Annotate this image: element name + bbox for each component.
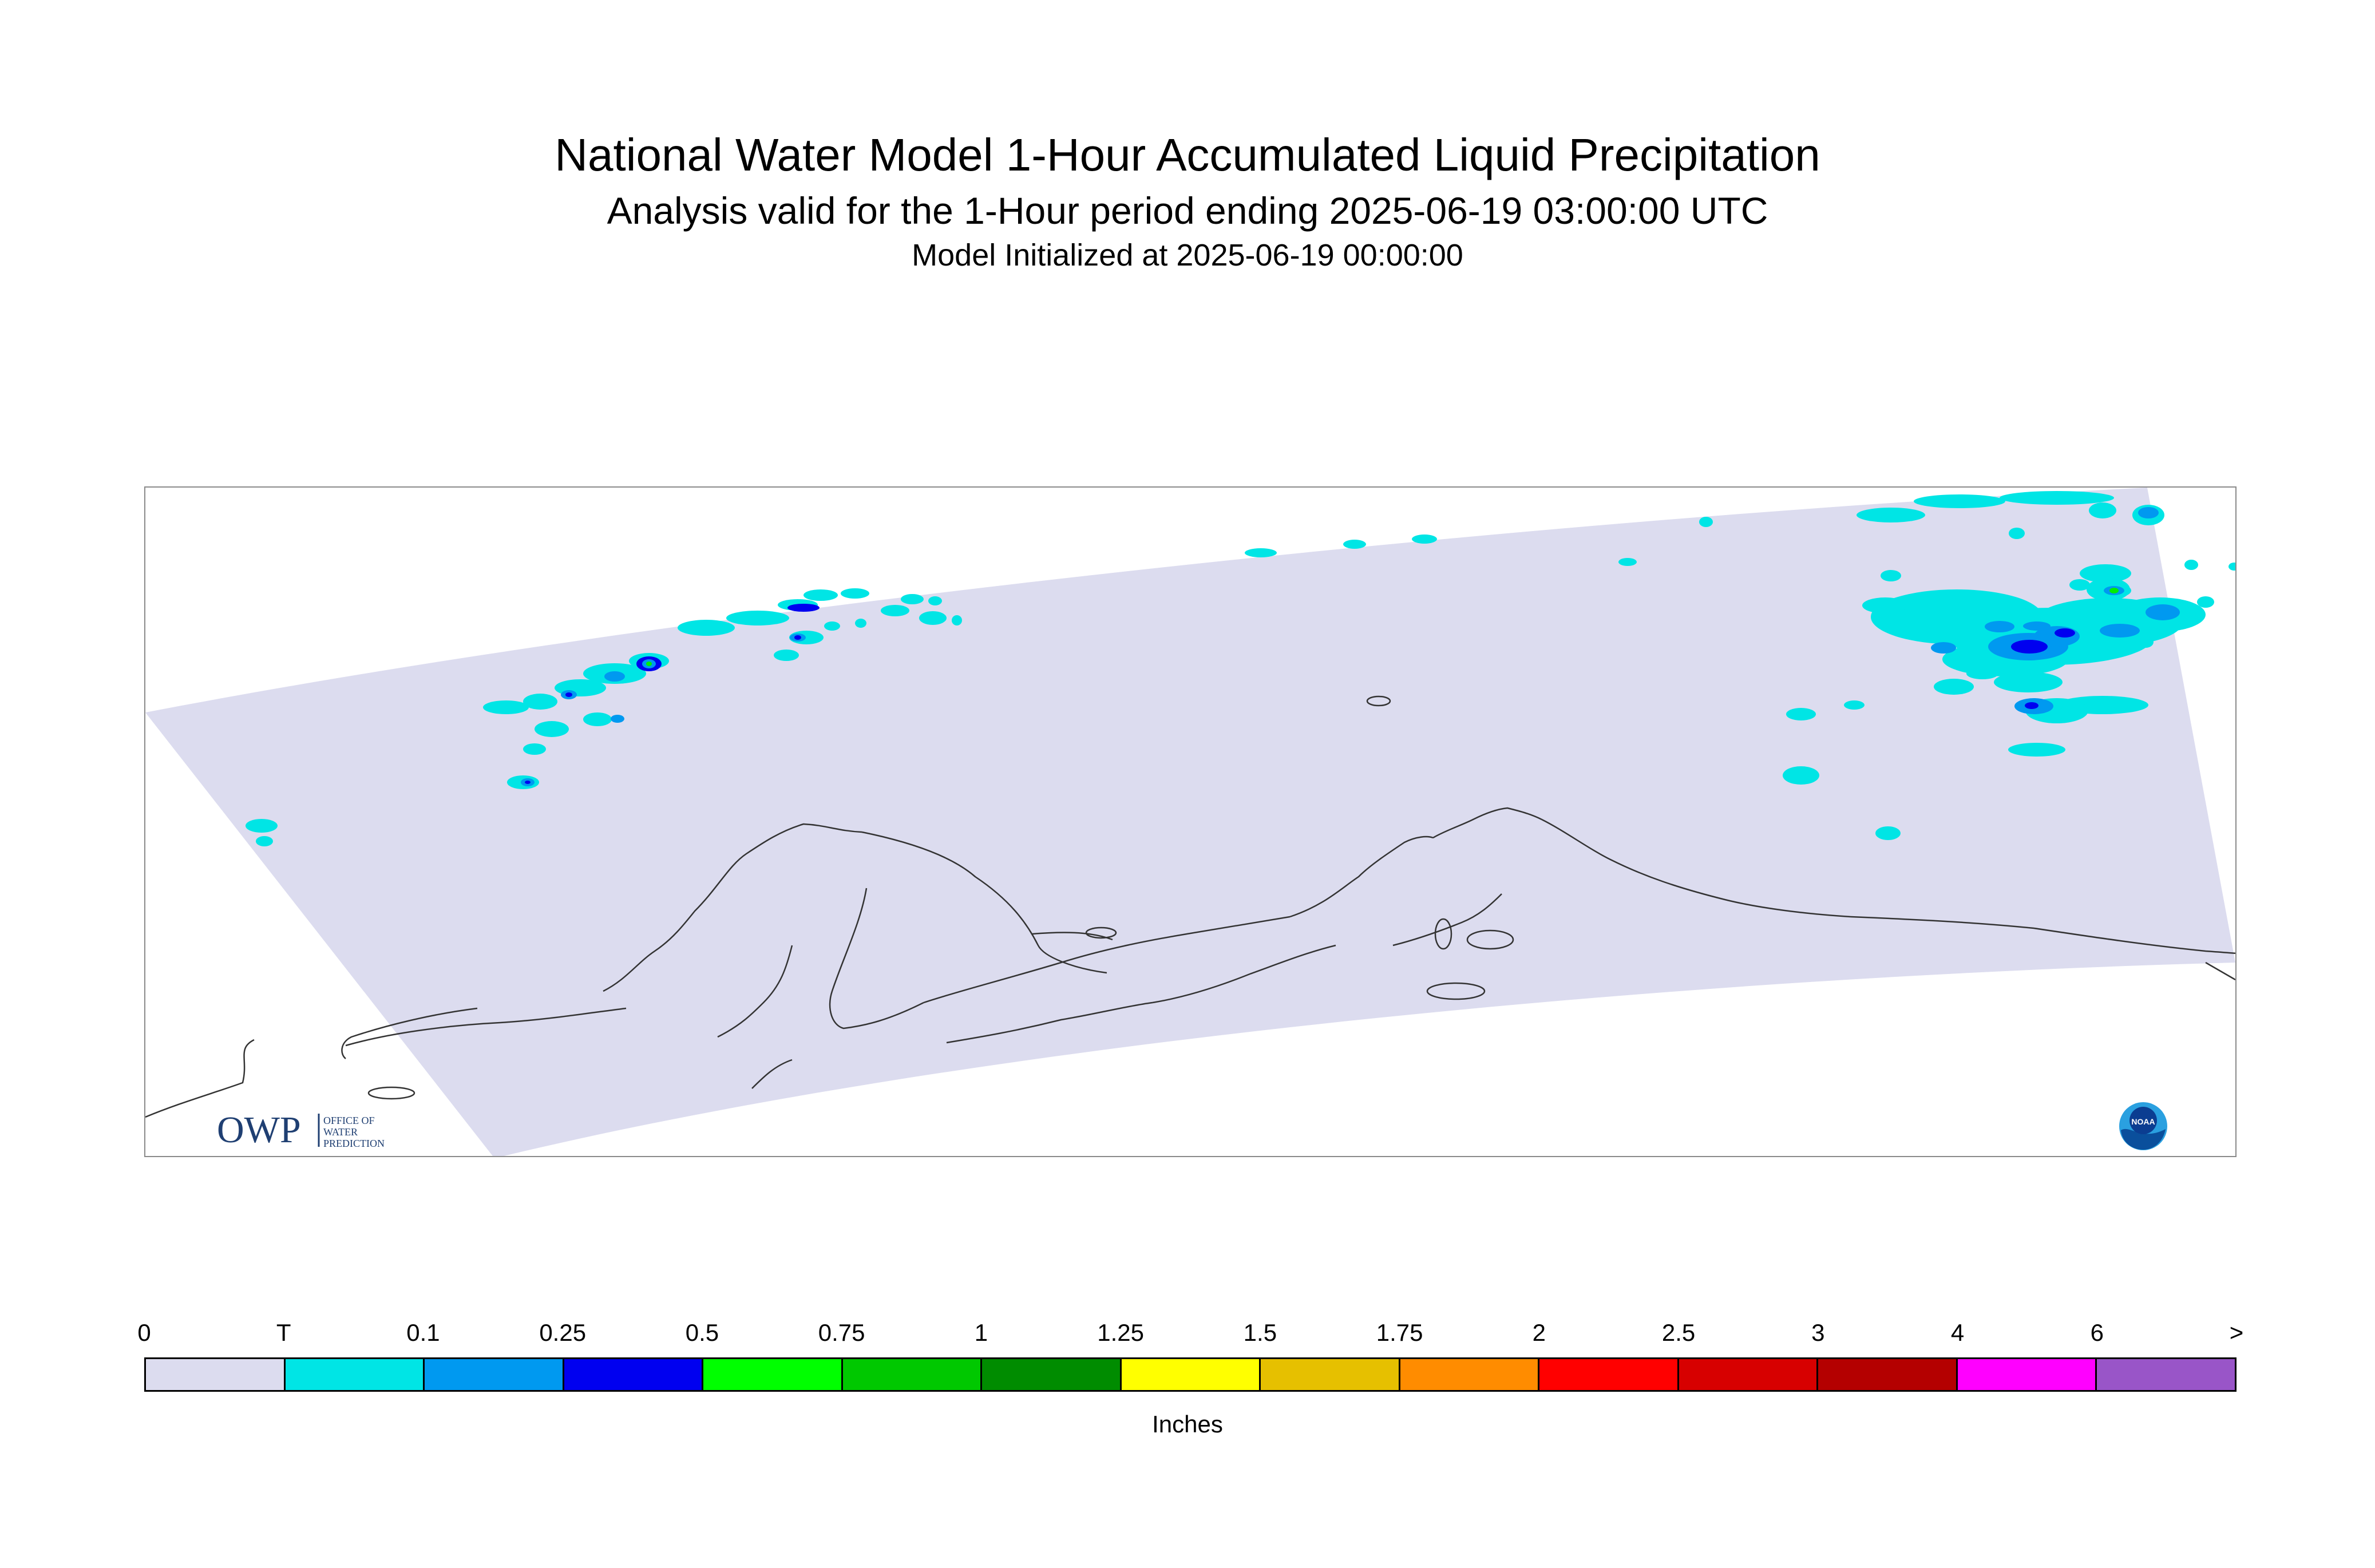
colorbar-tick-label: > <box>2229 1319 2244 1346</box>
colorbar-swatch <box>1400 1359 1540 1390</box>
noaa-text: NOAA <box>2131 1117 2155 1126</box>
owp-logo: OWP OFFICE OF WATER PREDICTION <box>217 1106 423 1151</box>
coastlines <box>145 807 2235 1118</box>
colorbar-tick-label: 0.1 <box>406 1319 440 1346</box>
owp-letters: OWP <box>217 1109 301 1151</box>
colorbar-swatch <box>842 1359 983 1390</box>
precipitation-areas <box>246 491 2235 846</box>
colorbar-swatch <box>2097 1359 2235 1390</box>
colorbar-tick-label: 3 <box>1811 1319 1825 1346</box>
colorbar-swatch <box>1261 1359 1400 1390</box>
colorbar-tick-label: 1 <box>974 1319 988 1346</box>
colorbar-swatch <box>982 1359 1122 1390</box>
colorbar-units-label: Inches <box>1152 1411 1223 1438</box>
colorbar-tick-label: 1.25 <box>1097 1319 1144 1346</box>
colorbar-tick-label: 0.75 <box>818 1319 865 1346</box>
colorbar-tick-label: 0.25 <box>539 1319 587 1346</box>
colorbar-tick-label: 1.75 <box>1376 1319 1423 1346</box>
islands <box>367 695 1514 1100</box>
colorbar-tick-label: 2.5 <box>1661 1319 1696 1346</box>
colorbar-swatch <box>425 1359 564 1390</box>
colorbar <box>144 1357 2237 1392</box>
owp-text-1: OFFICE OF <box>323 1115 375 1126</box>
colorbar-tick-label: 4 <box>1950 1319 1965 1346</box>
precipitation-map: OWP OFFICE OF WATER PREDICTION NOAA <box>144 486 2237 1157</box>
colorbar-swatch <box>285 1359 425 1390</box>
colorbar-swatch <box>1818 1359 1958 1390</box>
owp-text-3: PREDICTION <box>323 1138 385 1149</box>
map-subtitle: Analysis valid for the 1-Hour period end… <box>607 189 1768 232</box>
colorbar-swatch <box>564 1359 704 1390</box>
map-canvas <box>145 488 2235 1156</box>
colorbar-swatch <box>146 1359 286 1390</box>
colorbar-tick-labels: 0 T 0.1 0.25 0.5 0.75 1 1.25 1.5 1.75 2 2.5 3 4 6 > <box>137 1319 2243 1348</box>
noaa-logo: NOAA <box>2119 1102 2168 1151</box>
colorbar-swatch <box>1679 1359 1819 1390</box>
colorbar-tick-label: 1.5 <box>1243 1319 1277 1346</box>
colorbar-swatch <box>703 1359 843 1390</box>
colorbar-tick-label: 0 <box>137 1319 151 1346</box>
owp-text-2: WATER <box>323 1126 358 1138</box>
model-init-line: Model Initialized at 2025-06-19 00:00:00 <box>912 238 1463 272</box>
colorbar-tick-label: 2 <box>1532 1319 1546 1346</box>
colorbar-tick-label: T <box>276 1319 291 1346</box>
map-title: National Water Model 1-Hour Accumulated … <box>555 129 1820 180</box>
colorbar-swatch <box>1957 1359 2097 1390</box>
model-domain-area <box>145 488 2235 1156</box>
colorbar-swatch <box>1539 1359 1679 1390</box>
colorbar-tick-label: 6 <box>2090 1319 2104 1346</box>
colorbar-tick-label: 0.5 <box>685 1319 719 1346</box>
colorbar-swatch <box>1121 1359 1261 1390</box>
